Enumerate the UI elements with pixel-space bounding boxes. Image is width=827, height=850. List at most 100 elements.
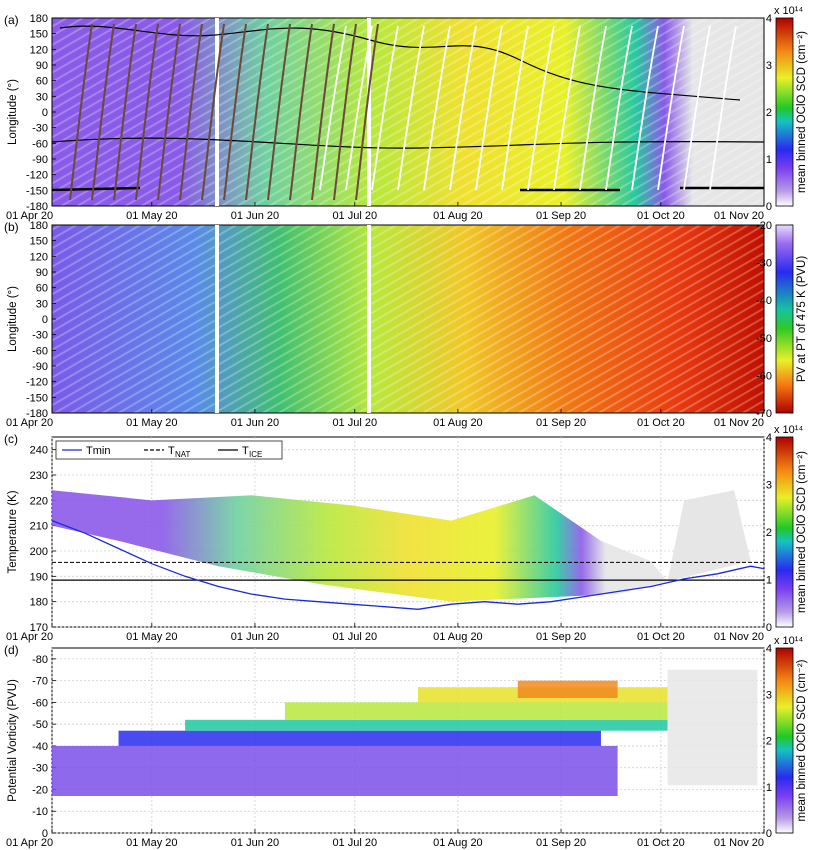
x-tick-label: 01 Nov 20: [714, 210, 764, 222]
panel-a: [51, 17, 765, 207]
y-tick-label: 180: [30, 220, 48, 232]
white-contour: [397, 25, 425, 191]
colorbar-tick-label: 3: [766, 480, 772, 492]
x-tick-label: 01 Oct 20: [637, 210, 685, 222]
y-tick-label: -60: [32, 697, 48, 709]
white-contour: [475, 25, 503, 191]
y-tick-label: 0: [42, 107, 48, 119]
colorbar-tick-label: 4: [766, 643, 772, 655]
y-tick-label: 150: [30, 29, 48, 41]
white-contour: [605, 25, 633, 191]
colorbar-label: mean binned OClO SCD (cm⁻²): [796, 451, 808, 613]
colorbar-d: [775, 647, 794, 834]
y-tick-label: -30: [32, 763, 48, 775]
white-contour: [553, 25, 581, 191]
colorbar-tick-label: 1: [766, 154, 772, 166]
colorbar-tick-label: -30: [756, 258, 772, 270]
y-tick-label: 180: [30, 13, 48, 25]
y-tick-label: 120: [30, 44, 48, 56]
y-tick-label: -60: [32, 345, 48, 357]
white-contour: [631, 25, 659, 191]
legend-entry: T: [242, 445, 249, 457]
panel-label: (c): [4, 432, 18, 446]
white-contour: [345, 25, 373, 191]
y-tick-label: -180: [26, 201, 48, 213]
white-contour: [423, 25, 451, 191]
oclo-pv-band: [118, 730, 601, 746]
oclo-pv-band: [52, 745, 618, 796]
y-tick-label: 90: [36, 60, 48, 72]
colorbar-tick-label: 4: [766, 432, 772, 444]
x-tick-label: 01 Jul 20: [332, 210, 377, 222]
colorbar-tick-label: 1: [766, 575, 772, 587]
y-tick-label: 0: [42, 314, 48, 326]
x-tick-label: 01 Sep 20: [536, 417, 586, 429]
white-contour: [319, 25, 347, 191]
brown-contour: [91, 23, 115, 201]
colorbar-tick-label: -40: [756, 295, 772, 307]
colorbar-label: PV at PT of 475 K (PVU): [796, 256, 808, 383]
x-tick-label: 01 Apr 20: [6, 417, 53, 429]
y-tick-label: -120: [26, 377, 48, 389]
x-tick-label: 01 Nov 20: [714, 417, 764, 429]
y-tick-label: 150: [30, 236, 48, 248]
x-tick-label: 01 May 20: [126, 837, 177, 849]
colorbar-tick-label: 3: [766, 60, 772, 72]
colorbar-b: [775, 224, 794, 414]
x-tick-label: 01 Apr 20: [6, 631, 53, 643]
y-tick-label: -50: [32, 719, 48, 731]
x-tick-label: 01 Jul 20: [332, 631, 377, 643]
x-tick-label: 01 Nov 20: [714, 837, 764, 849]
y-tick-label: -60: [32, 138, 48, 150]
colorbar-tick-label: 2: [766, 527, 772, 539]
brown-contour: [223, 23, 247, 201]
y-tick-label: -90: [32, 154, 48, 166]
x-tick-label: 01 Aug 20: [433, 837, 483, 849]
x-tick-label: 01 Jun 20: [231, 631, 279, 643]
brown-contour: [113, 23, 137, 201]
y-tick-label: 0: [42, 828, 48, 840]
colorbar-tick-label: -50: [756, 333, 772, 345]
colorbar-tick-label: 2: [766, 736, 772, 748]
y-axis-label: Longitude (°): [7, 79, 19, 145]
colorbar-tick-label: -20: [756, 220, 772, 232]
oclo-pv-band: [185, 719, 668, 731]
brown-contour: [135, 23, 159, 201]
colorbar-multiplier: x 10¹⁴: [774, 635, 803, 647]
x-tick-label: 01 Oct 20: [637, 631, 685, 643]
colorbar-tick-label: 0: [766, 828, 772, 840]
brown-contour: [179, 23, 203, 201]
brown-contour: [245, 23, 269, 201]
colorbar-label: mean binned OClO SCD (cm⁻²): [796, 31, 808, 193]
white-contour: [501, 25, 529, 191]
x-tick-label: 01 Sep 20: [536, 631, 586, 643]
x-tick-label: 01 Aug 20: [433, 210, 483, 222]
colorbar-tick-label: 0: [766, 201, 772, 213]
brown-contour: [267, 23, 291, 201]
brown-contour: [289, 23, 313, 201]
y-axis-label: Longitude (°): [7, 286, 19, 352]
y-tick-label: 220: [30, 495, 48, 507]
white-contour: [527, 25, 555, 191]
white-contour: [371, 25, 399, 191]
brown-contour: [69, 23, 93, 201]
y-tick-label: -20: [32, 784, 48, 796]
x-tick-label: 01 Apr 20: [6, 210, 53, 222]
colorbar-tick-label: 1: [766, 782, 772, 794]
oclo-distribution-grey: [667, 490, 751, 582]
colorbar-tick-label: 4: [766, 13, 772, 25]
x-tick-label: 01 Nov 20: [714, 631, 764, 643]
colorbar-multiplier: x 10¹⁴: [774, 424, 803, 436]
white-contour: [579, 25, 607, 191]
y-tick-label: -180: [26, 408, 48, 420]
x-tick-label: 01 Oct 20: [637, 417, 685, 429]
y-tick-label: 180: [30, 597, 48, 609]
y-tick-label: 30: [36, 298, 48, 310]
y-tick-label: 120: [30, 251, 48, 263]
panel-label: (d): [4, 643, 19, 657]
panel-label: (b): [4, 220, 19, 234]
data-gap: [215, 18, 219, 206]
y-tick-label: 210: [30, 521, 48, 533]
oclo-pv-band: [667, 669, 758, 786]
brown-contour: [355, 23, 379, 201]
